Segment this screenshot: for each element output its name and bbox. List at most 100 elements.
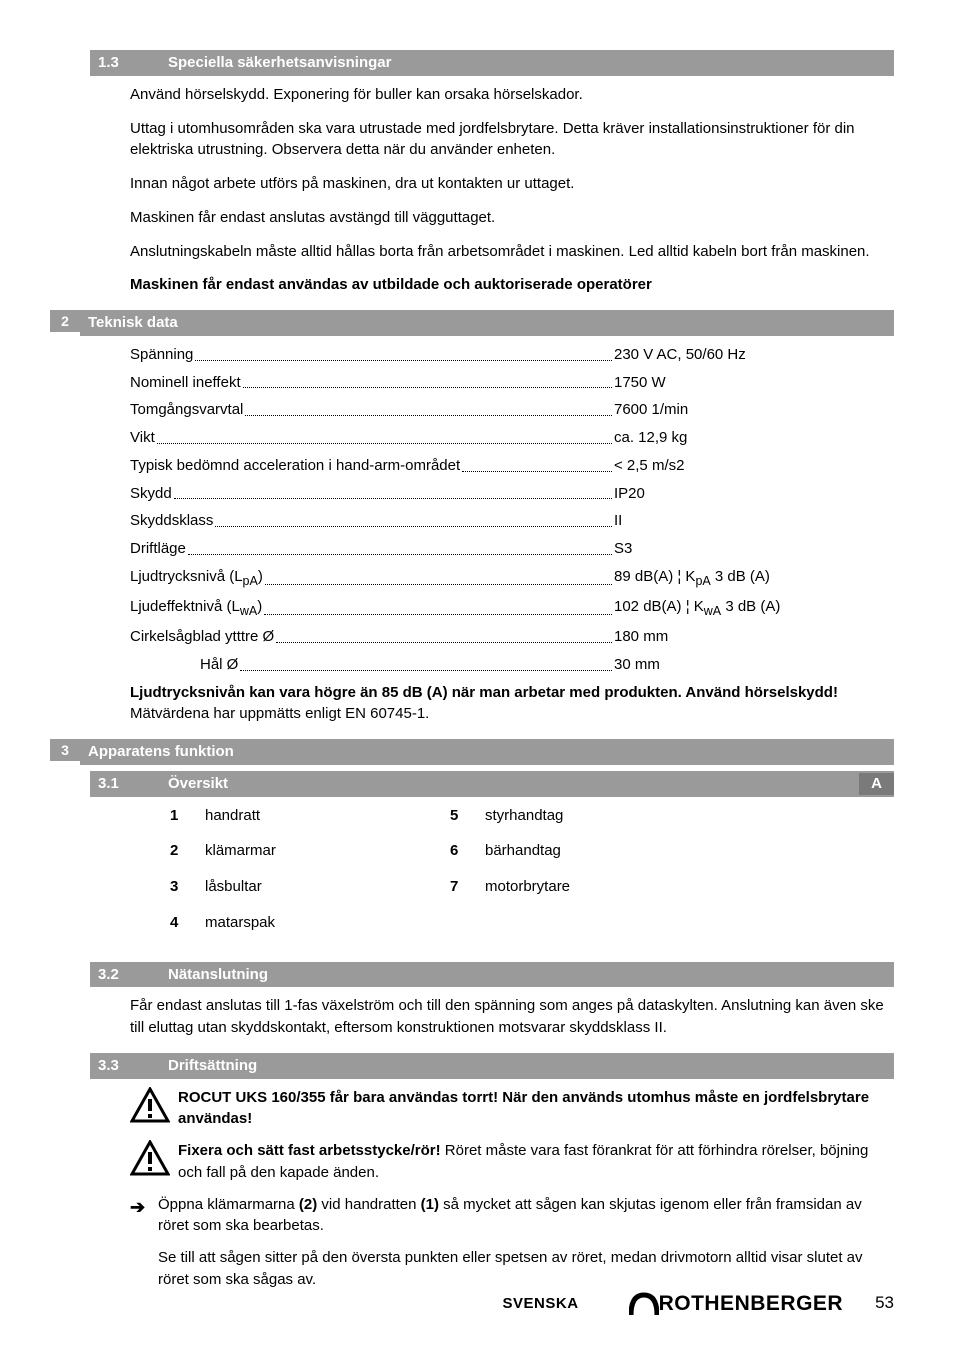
overview-item: 4matarspak (170, 912, 450, 934)
spec-row: Hål Ø 30 mm (130, 654, 894, 676)
overview-num: 6 (450, 840, 485, 862)
para: Maskinen får endast anslutas avstängd ti… (130, 207, 894, 229)
overview-item: 2klämarmar (170, 840, 450, 862)
spec-value: IP20 (614, 483, 894, 505)
section-1-3-body: Använd hörselskydd. Exponering för bulle… (130, 84, 894, 296)
spec-value: 7600 1/min (614, 399, 894, 421)
spec-dots (265, 566, 612, 585)
noise-note: Ljudtrycksnivån kan vara högre än 85 dB … (130, 682, 894, 726)
spec-label: Driftläge (130, 538, 186, 560)
overview-label: klämarmar (205, 840, 276, 862)
spec-label: Hål Ø (200, 654, 238, 676)
spec-value: 1750 W (614, 372, 894, 394)
para: Uttag i utomhusområden ska vara utrustad… (130, 118, 894, 162)
step-block: ➔ Öppna klämarmarna (2) vid handratten (… (130, 1194, 894, 1238)
section-2-num: 2 (50, 310, 80, 332)
warning-text: Fixera och sätt fast arbetsstycke/rör! R… (178, 1140, 894, 1184)
warning-icon (130, 1140, 178, 1183)
section-num: 3.2 (98, 964, 168, 986)
spec-row: Driftläge S3 (130, 538, 894, 560)
para: Får endast anslutas till 1-fas växelströ… (130, 995, 894, 1039)
section-3-heading: Apparatens funktion (80, 739, 894, 765)
spec-dots (157, 427, 612, 444)
section-3-1-body: 1handratt2klämarmar3låsbultar4matarspak … (130, 805, 894, 948)
overview-item: 7motorbrytare (450, 876, 730, 898)
section-num: 3.1 (98, 773, 168, 795)
spec-value: 180 mm (614, 626, 894, 648)
warning-text: ROCUT UKS 160/355 får bara användas torr… (178, 1087, 894, 1131)
footer-logo: ROTHENBERGER (629, 1289, 844, 1319)
section-2-heading: Teknisk data (80, 310, 894, 336)
spec-value: < 2,5 m/s2 (614, 455, 894, 477)
overview-label: handratt (205, 805, 260, 827)
spec-value: ca. 12,9 kg (614, 427, 894, 449)
spec-row: Spänning 230 V AC, 50/60 Hz (130, 344, 894, 366)
spec-label: Vikt (130, 427, 155, 449)
para: Använd hörselskydd. Exponering för bulle… (130, 84, 894, 106)
overview-num: 7 (450, 876, 485, 898)
section-num: 1.3 (98, 52, 168, 74)
spec-label: Skyddsklass (130, 510, 213, 532)
spec-dots (174, 483, 612, 500)
spec-row: SkyddIP20 (130, 483, 894, 505)
spec-row: Tomgångsvarvtal 7600 1/min (130, 399, 894, 421)
overview-num: 2 (170, 840, 205, 862)
spec-row: Ljudtrycksnivå (LpA) 89 dB(A) ¦ KpA 3 dB… (130, 566, 894, 590)
spec-row: Nominell ineffekt 1750 W (130, 372, 894, 394)
section-title: Nätanslutning (168, 964, 268, 986)
section-3-2-heading: 3.2 Nätanslutning (90, 962, 894, 988)
overview-item: 6bärhandtag (450, 840, 730, 862)
warning-icon (130, 1087, 178, 1130)
spec-value: 230 V AC, 50/60 Hz (614, 344, 894, 366)
section-title: Driftsättning (168, 1055, 257, 1077)
para: Anslutningskabeln måste alltid hållas bo… (130, 241, 894, 263)
overview-label: matarspak (205, 912, 275, 934)
spec-value: 30 mm (614, 654, 894, 676)
spec-dots (276, 626, 612, 643)
spec-row: Cirkelsågblad ytttre Ø 180 mm (130, 626, 894, 648)
section-3-2-body: Får endast anslutas till 1-fas växelströ… (130, 995, 894, 1039)
spec-label: Typisk bedömnd acceleration i hand-arm-o… (130, 455, 460, 477)
spec-label: Tomgångsvarvtal (130, 399, 243, 421)
spec-dots (188, 538, 612, 555)
spec-dots (243, 372, 612, 389)
section-3-3-body: ROCUT UKS 160/355 får bara användas torr… (130, 1087, 894, 1291)
spec-row: Ljudeffektnivå (LwA) 102 dB(A) ¦ KwA 3 d… (130, 596, 894, 620)
step-text: Se till att sågen sitter på den översta … (158, 1247, 894, 1291)
spec-dots (245, 399, 612, 416)
arrow-icon: ➔ (130, 1194, 158, 1220)
section-2-body: Spänning 230 V AC, 50/60 Hz Nominell ineff… (130, 344, 894, 725)
warning-block: Fixera och sätt fast arbetsstycke/rör! R… (130, 1140, 894, 1184)
overview-label: styrhandtag (485, 805, 563, 827)
spec-label: Nominell ineffekt (130, 372, 241, 394)
overview-num: 5 (450, 805, 485, 827)
footer-language: SVENSKA (503, 1293, 579, 1315)
step-text: Öppna klämarmarna (2) vid handratten (1)… (158, 1194, 894, 1238)
para-bold: Maskinen får endast användas av utbildad… (130, 274, 894, 296)
overview-item: 3låsbultar (170, 876, 450, 898)
overview-num: 1 (170, 805, 205, 827)
overview-num: 3 (170, 876, 205, 898)
section-num: 3.3 (98, 1055, 168, 1077)
spec-dots (215, 510, 612, 527)
spec-dots (195, 344, 612, 361)
spec-label: Spänning (130, 344, 193, 366)
overview-item: 5styrhandtag (450, 805, 730, 827)
section-title: Speciella säkerhetsanvisningar (168, 52, 391, 74)
section-3-num: 3 (50, 739, 80, 761)
page-footer: SVENSKA ROTHENBERGER 53 (0, 1289, 894, 1319)
spec-row: Skyddsklass II (130, 510, 894, 532)
spec-dots (462, 455, 612, 472)
spec-dots (240, 654, 612, 671)
spec-value: S3 (614, 538, 894, 560)
footer-page-number: 53 (875, 1291, 894, 1316)
overview-label: bärhandtag (485, 840, 561, 862)
spec-label: Ljudtrycksnivå (LpA) (130, 566, 263, 590)
spec-label: Ljudeffektnivå (LwA) (130, 596, 262, 620)
spec-dots (264, 596, 612, 615)
spec-row: Vikt ca. 12,9 kg (130, 427, 894, 449)
spec-row: Typisk bedömnd acceleration i hand-arm-o… (130, 455, 894, 477)
overview-item: 1handratt (170, 805, 450, 827)
section-3-1-heading: 3.1 Översikt A (90, 771, 894, 797)
para: Innan något arbete utförs på maskinen, d… (130, 173, 894, 195)
